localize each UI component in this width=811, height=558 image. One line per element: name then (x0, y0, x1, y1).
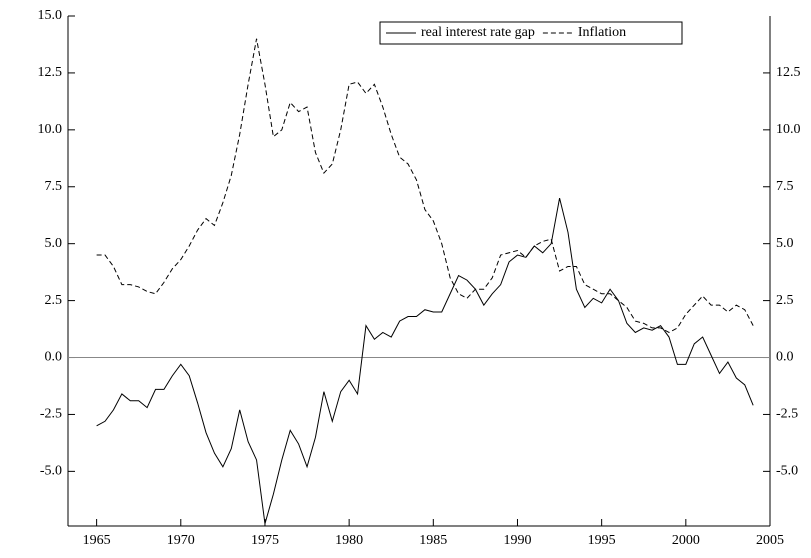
y-tick-label: 10.0 (38, 122, 63, 137)
y2-tick-label: -2.5 (776, 407, 798, 422)
series-line (96, 198, 754, 524)
y-tick-label: 7.5 (45, 179, 63, 194)
y2-tick-label: -5.0 (776, 464, 798, 479)
x-tick-label: 1980 (335, 533, 363, 548)
legend-box (379, 21, 683, 45)
x-tick-label: 1965 (83, 533, 111, 548)
series-line (96, 38, 754, 334)
legend-label: Inflation (578, 25, 626, 40)
y-tick-label: 0.0 (45, 350, 63, 365)
y2-tick-label: 12.5 (776, 65, 801, 80)
y2-tick-label: 10.0 (776, 122, 801, 137)
y2-tick-label: 7.5 (776, 179, 794, 194)
x-tick-label: 1995 (588, 533, 616, 548)
y-tick-label: 5.0 (45, 236, 63, 251)
y2-tick-label: 5.0 (776, 236, 794, 251)
x-tick-label: 1985 (419, 533, 447, 548)
x-tick-label: 2000 (672, 533, 700, 548)
x-tick-label: 2005 (756, 533, 784, 548)
legend-label: real interest rate gap (421, 25, 535, 40)
y-tick-label: -2.5 (40, 407, 62, 422)
y-tick-label: 12.5 (38, 65, 63, 80)
x-tick-label: 1970 (167, 533, 195, 548)
y-tick-label: -5.0 (40, 464, 62, 479)
y2-tick-label: 0.0 (776, 350, 794, 365)
y-tick-label: 2.5 (45, 293, 63, 308)
x-tick-label: 1975 (251, 533, 279, 548)
y-tick-label: 15.0 (38, 8, 63, 23)
x-tick-label: 1990 (503, 533, 531, 548)
y2-tick-label: 2.5 (776, 293, 794, 308)
